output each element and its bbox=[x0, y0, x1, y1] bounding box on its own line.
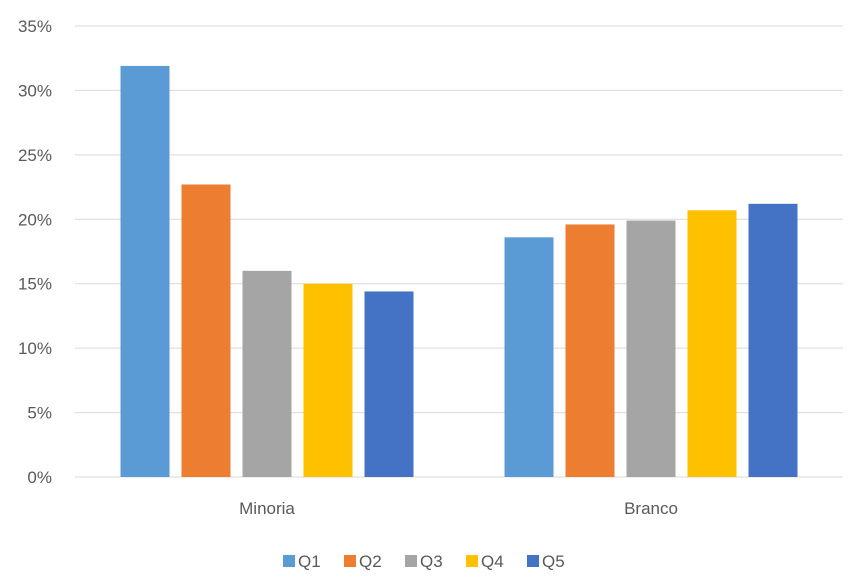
legend-item-q2: Q2 bbox=[344, 552, 382, 571]
legend-label: Q1 bbox=[298, 552, 321, 571]
legend-swatch bbox=[283, 555, 295, 567]
legend: Q1 Q2 Q3 Q4 Q5 bbox=[283, 552, 565, 571]
y-tick-label: 10% bbox=[18, 339, 52, 358]
legend-label: Q4 bbox=[481, 552, 504, 571]
bar-minoria-q4 bbox=[303, 283, 353, 477]
bar-branco-q2 bbox=[565, 224, 615, 477]
y-tick-label: 5% bbox=[27, 404, 52, 423]
bars bbox=[120, 65, 798, 478]
y-tick-label: 20% bbox=[18, 210, 52, 229]
bar-branco-q1 bbox=[504, 237, 554, 477]
bar-branco-q3 bbox=[626, 220, 676, 477]
y-tick-label: 15% bbox=[18, 275, 52, 294]
legend-item-q5: Q5 bbox=[527, 552, 565, 571]
legend-label: Q3 bbox=[420, 552, 443, 571]
legend-label: Q2 bbox=[359, 552, 382, 571]
legend-item-q1: Q1 bbox=[283, 552, 321, 571]
legend-swatch bbox=[405, 555, 417, 567]
y-tick-label: 0% bbox=[27, 468, 52, 487]
bar-branco-q4 bbox=[687, 210, 737, 477]
bar-minoria-q3 bbox=[242, 270, 292, 477]
y-axis-tick-labels: 0% 5% 10% 15% 20% 25% 30% 35% bbox=[18, 17, 52, 487]
bar-minoria-q2 bbox=[181, 184, 231, 477]
legend-swatch bbox=[466, 555, 478, 567]
bar-minoria-q5 bbox=[364, 291, 414, 477]
legend-item-q3: Q3 bbox=[405, 552, 443, 571]
y-tick-label: 25% bbox=[18, 146, 52, 165]
legend-item-q4: Q4 bbox=[466, 552, 504, 571]
legend-swatch bbox=[344, 555, 356, 567]
bar-minoria-q1 bbox=[120, 65, 170, 478]
y-tick-label: 30% bbox=[18, 81, 52, 100]
legend-label: Q5 bbox=[542, 552, 565, 571]
x-category-label: Minoria bbox=[239, 499, 295, 518]
x-axis-category-labels: Minoria Branco bbox=[239, 499, 678, 518]
bar-branco-q5 bbox=[748, 203, 798, 477]
y-tick-label: 35% bbox=[18, 17, 52, 36]
x-category-label: Branco bbox=[624, 499, 678, 518]
legend-swatch bbox=[527, 555, 539, 567]
